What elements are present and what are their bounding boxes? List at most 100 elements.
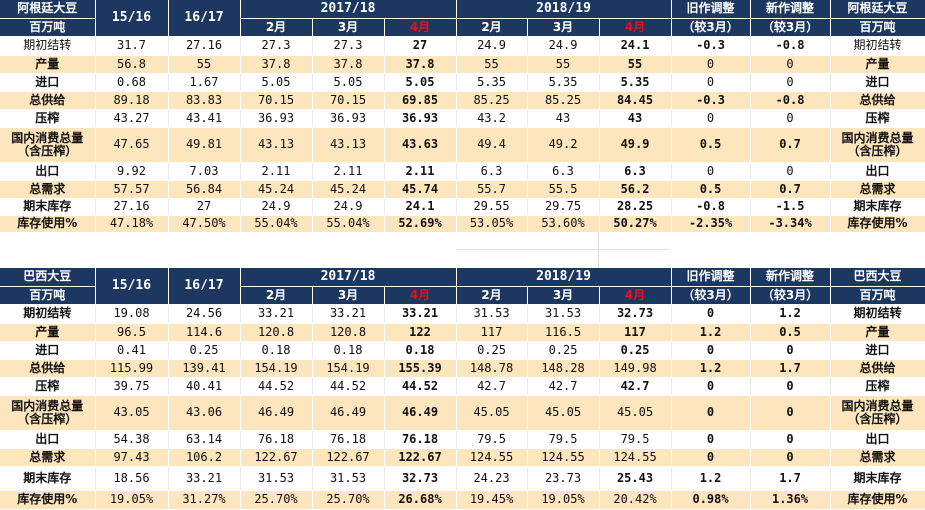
old-crop-adjust-sub: （较3月） xyxy=(671,286,751,305)
row-label-text: 出口 xyxy=(865,163,890,178)
value-cell: 120.8 xyxy=(240,323,313,342)
row-label-right: 期初结转 xyxy=(830,36,925,56)
value-cell: 24.56 xyxy=(168,304,241,324)
table-body: 期初结转 19.08 24.56 33.21 33.21 33.21 31.53 31.53 3… xyxy=(0,304,925,510)
value-cell: 0.41 xyxy=(95,341,169,360)
row-label-text: 总需求 xyxy=(29,449,66,464)
gridline xyxy=(598,232,599,268)
value-cell: 83.83 xyxy=(168,91,241,110)
value-cell: 69.85 xyxy=(384,91,457,110)
value-cell: 27.3 xyxy=(240,36,313,56)
adjustment-cell: 0 xyxy=(671,341,751,360)
value-cell: 45.05 xyxy=(527,395,600,431)
value-cell: 46.49 xyxy=(240,395,313,431)
value-cell: 55 xyxy=(527,55,600,74)
value-cell: 114.6 xyxy=(168,323,241,342)
row-label: 国内消费总量 （含压榨） xyxy=(0,127,96,163)
adjustment-cell: -2.35% xyxy=(671,215,751,233)
table-row: 国内消费总量 （含压榨） 47.65 49.81 43.13 43.13 43.63 49.4… xyxy=(0,127,925,163)
table-row: 库存使用% 19.05% 31.27% 25.70% 25.70% 26.68% 19.45… xyxy=(0,490,925,510)
value-cell: 33.21 xyxy=(168,466,241,491)
value-cell: 55 xyxy=(456,55,528,74)
adjustment-cell: 0 xyxy=(671,395,751,431)
value-cell: 27.16 xyxy=(168,36,241,56)
row-label-text: 进口 xyxy=(35,74,60,89)
value-cell: 47.50% xyxy=(168,215,241,233)
adjustment-cell: 1.2 xyxy=(750,304,831,324)
unit-label: 百万吨 xyxy=(0,18,96,37)
row-label-right: 期初结转 xyxy=(830,304,925,324)
value-cell: 29.75 xyxy=(527,198,600,216)
value-cell: 33.21 xyxy=(240,304,313,324)
old-crop-adjust-sub: （较3月） xyxy=(671,18,751,37)
value-cell: 76.18 xyxy=(312,430,385,449)
row-label-right: 总需求 xyxy=(830,180,925,199)
row-label-text: 总供给 xyxy=(859,360,896,375)
row-label-right: 进口 xyxy=(830,73,925,92)
row-label-text: 总供给 xyxy=(859,92,896,107)
value-cell: 0.25 xyxy=(456,341,528,360)
row-label-right: 压榨 xyxy=(830,377,925,396)
table-title-right: 巴西大豆 xyxy=(830,268,925,287)
row-label-text: 进口 xyxy=(865,342,890,357)
row-label-text: 库存使用% xyxy=(17,492,78,506)
argentina-soybean-table: 阿根廷大豆 15/16 16/17 2017/18 2018/19 旧作调整 新… xyxy=(0,0,925,233)
table-row: 总需求 97.43 106.2 122.67 122.67 122.67 124.55 124… xyxy=(0,448,925,467)
value-cell: 19.45% xyxy=(456,490,528,510)
value-cell: 31.27% xyxy=(168,490,241,510)
unit-label-right: 百万吨 xyxy=(830,286,925,305)
value-cell: 0.18 xyxy=(312,341,385,360)
value-cell: 76.18 xyxy=(240,430,313,449)
value-cell: 54.38 xyxy=(95,430,169,449)
value-cell: 5.05 xyxy=(384,73,457,92)
row-label-right: 出口 xyxy=(830,162,925,181)
table-row: 进口 0.68 1.67 5.05 5.05 5.05 5.35 5.35 5.35 0 0 进口 xyxy=(0,73,925,92)
table-body: 期初结转 31.7 27.16 27.3 27.3 27 24.9 24.9 24.1 -0.3-… xyxy=(0,36,925,233)
value-cell: 42.7 xyxy=(527,377,600,396)
value-cell: 79.5 xyxy=(456,430,528,449)
value-cell: 44.52 xyxy=(240,377,313,396)
row-label-subtext: （含压榨） xyxy=(17,411,78,426)
value-cell: 36.93 xyxy=(240,109,313,128)
month-header: 3月 xyxy=(312,286,385,305)
value-cell: 24.1 xyxy=(599,36,672,56)
value-cell: 0.18 xyxy=(240,341,313,360)
new-crop-adjust-header: 新作调整 xyxy=(750,268,831,287)
table-row: 出口 54.38 63.14 76.18 76.18 76.18 79.5 79.5 79.5 0… xyxy=(0,430,925,449)
value-cell: 7.03 xyxy=(168,162,241,181)
adjustment-cell: 0 xyxy=(671,304,751,324)
adjustment-cell: 0 xyxy=(750,395,831,431)
table-row: 期末库存 27.16 27 24.9 24.9 24.1 29.55 29.75 28.25 -0… xyxy=(0,198,925,216)
year-header: 15/16 xyxy=(95,0,169,37)
row-label-right: 总供给 xyxy=(830,91,925,110)
value-cell: 50.27% xyxy=(599,215,672,233)
value-cell: 6.3 xyxy=(599,162,672,181)
value-cell: 47.65 xyxy=(95,127,169,163)
value-cell: 139.41 xyxy=(168,359,241,378)
value-cell: 96.5 xyxy=(95,323,169,342)
month-header-current: 4月 xyxy=(599,286,672,305)
new-crop-adjust-header: 新作调整 xyxy=(750,0,831,19)
value-cell: 43.63 xyxy=(384,127,457,163)
value-cell: 49.81 xyxy=(168,127,241,163)
adjustment-cell: 0 xyxy=(671,73,751,92)
row-label: 进口 xyxy=(0,73,96,92)
value-cell: 115.99 xyxy=(95,359,169,378)
table-row: 期初结转 19.08 24.56 33.21 33.21 33.21 31.53 31.53 3… xyxy=(0,304,925,324)
value-cell: 28.25 xyxy=(599,198,672,216)
row-label: 产量 xyxy=(0,323,96,342)
table-row: 进口 0.41 0.25 0.18 0.18 0.18 0.25 0.25 0.25 0 0 进口 xyxy=(0,341,925,360)
row-label-text: 出口 xyxy=(35,431,60,446)
row-label: 出口 xyxy=(0,162,96,181)
value-cell: 56.2 xyxy=(599,180,672,199)
table-row: 产量 96.5 114.6 120.8 120.8 122 117 116.5 117 1.2 0.… xyxy=(0,323,925,342)
row-label-right: 产量 xyxy=(830,323,925,342)
value-cell: 40.41 xyxy=(168,377,241,396)
value-cell: 70.15 xyxy=(312,91,385,110)
adjustment-cell: 0.7 xyxy=(750,180,831,199)
value-cell: 148.28 xyxy=(527,359,600,378)
value-cell: 5.35 xyxy=(456,73,528,92)
month-header-current: 4月 xyxy=(384,286,457,305)
row-label-text: 出口 xyxy=(35,163,60,178)
adjustment-cell: 1.7 xyxy=(750,359,831,378)
